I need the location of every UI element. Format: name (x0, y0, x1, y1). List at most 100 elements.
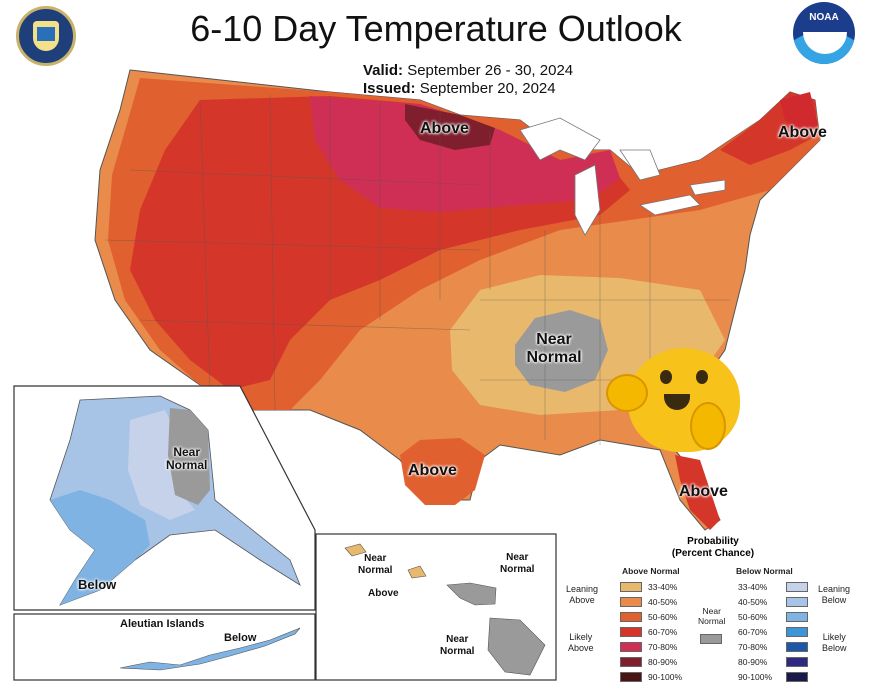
legend-leaning-above-1: Leaning (566, 584, 599, 594)
noaa-logo: NOAA (793, 2, 855, 64)
legend-above-bin-label: 80-90% (648, 657, 678, 667)
legend-title-line2: (Percent Chance) (671, 548, 755, 559)
legend-below-header: Below Normal (736, 566, 793, 576)
legend-above-bin-swatch (620, 582, 642, 592)
legend-above-bin-label: 60-70% (648, 627, 678, 637)
legend-leaning-below-2: Below (821, 594, 847, 605)
great-lakes (519, 117, 726, 236)
state-borders (104, 94, 730, 445)
zone-80-90 (405, 104, 495, 150)
legend-below-bin-swatch (786, 597, 808, 607)
label-alaska-below: Below (78, 577, 117, 592)
legend-title-line1: Probability (687, 536, 739, 547)
legend-above-bin-label: 33-40% (648, 582, 678, 592)
alaska-below-zone (50, 490, 150, 605)
legend-below-bin-swatch (786, 627, 808, 637)
hawaii-maui-molokai (446, 582, 497, 606)
legend-near-line2: Normal (698, 616, 726, 627)
label-above-florida: Above (679, 483, 728, 500)
legend-likely-above: Likely Above (568, 632, 594, 654)
aleutian-islands (119, 627, 301, 671)
label-hawaii-near-2-line2: Normal (500, 563, 535, 575)
legend-above-bin-label: 70-80% (648, 642, 678, 652)
legend-near-normal: Near Normal (698, 606, 725, 626)
legend-below-bin-label: 33-40% (738, 582, 768, 592)
legend-below-bin-label: 60-70% (738, 627, 768, 637)
legend: Probability (Percent Chance) Above Norma… (560, 536, 866, 682)
zone-texas-50-60 (400, 438, 485, 505)
legend-above-bin-swatch (620, 642, 642, 652)
label-hawaii-near-2-line1: Near (506, 552, 529, 563)
label-hawaii-near-3-line1: Near (446, 634, 469, 645)
hawaii-oahu (407, 565, 427, 579)
label-above-north: Above (420, 120, 469, 137)
label-near-normal-line2: Normal (526, 348, 582, 366)
legend-below-bin-label: 70-80% (738, 642, 768, 652)
zone-near-normal (515, 310, 608, 392)
commerce-seal-logo (16, 6, 76, 66)
issued-value: September 20, 2024 (419, 80, 556, 97)
label-above-texas: Above (408, 462, 457, 479)
valid-line: Valid: September 26 - 30, 2024 (363, 62, 573, 79)
legend-below-bin-label: 80-90% (738, 657, 768, 667)
alaska-near-zone (168, 408, 210, 505)
legend-below-bin-label: 40-50% (738, 597, 768, 607)
legend-likely-below-1: Likely (822, 632, 846, 642)
legend-below-bin-swatch (786, 642, 808, 652)
legend-below-bin-label: 50-60% (738, 612, 768, 622)
legend-below-bin-label: 90-100% (738, 672, 773, 682)
legend-near-line1: Near (702, 606, 721, 616)
legend-title: Probability (Percent Chance) (560, 536, 866, 560)
page-title: 6-10 Day Temperature Outlook (190, 8, 682, 49)
label-alaska-near-normal: Near Normal (166, 445, 208, 473)
hawaii-big-island (487, 617, 546, 676)
legend-below-bin-swatch (786, 672, 808, 682)
legend-likely-below-2: Below (822, 642, 847, 653)
label-near-normal: Near Normal (524, 331, 584, 366)
noaa-logo-text: NOAA (809, 12, 839, 23)
label-hawaii-near-1: Near Normal (358, 553, 392, 576)
legend-above-header: Above Normal (622, 566, 680, 576)
legend-above-bin-label: 40-50% (648, 597, 678, 607)
issued-line: Issued: September 20, 2024 (363, 80, 556, 97)
legend-below-bin-swatch (786, 657, 808, 667)
hawaii-niihau-kauai (344, 543, 367, 557)
valid-label: Valid: (363, 62, 404, 79)
legend-above-bin-swatch (620, 672, 642, 682)
legend-leaning-above: Leaning Above (566, 584, 598, 606)
hugging-face-emoji (606, 348, 740, 456)
label-hawaii-near-2: Near Normal (500, 552, 534, 575)
label-alaska-near-line2: Normal (166, 458, 208, 473)
label-hawaii-near-1-line1: Near (364, 553, 387, 564)
legend-above-bin-swatch (620, 597, 642, 607)
legend-likely-below: Likely Below (822, 632, 847, 654)
legend-likely-above-2: Above (568, 642, 594, 653)
legend-leaning-above-2: Above (569, 594, 595, 605)
legend-likely-above-1: Likely (569, 632, 593, 642)
valid-value: September 26 - 30, 2024 (407, 62, 574, 79)
zone-70-80 (310, 96, 620, 212)
label-alaska-near-line1: Near (173, 445, 201, 459)
legend-above-bin-swatch (620, 657, 642, 667)
label-hawaii-above: Above (368, 588, 399, 599)
issued-label: Issued: (363, 80, 416, 97)
zone-florida-60-70 (675, 455, 720, 530)
label-above-northeast: Above (778, 124, 827, 141)
legend-near-swatch (700, 634, 722, 644)
label-aleutian-title: Aleutian Islands (120, 618, 205, 630)
legend-leaning-below: Leaning Below (818, 584, 850, 606)
label-hawaii-near-3-line2: Normal (440, 645, 475, 657)
legend-above-bin-swatch (620, 627, 642, 637)
legend-above-bin-label: 50-60% (648, 612, 678, 622)
label-aleutian-below: Below (224, 632, 257, 644)
zone-ne-70-80 (780, 92, 818, 135)
legend-below-bin-swatch (786, 612, 808, 622)
legend-above-bin-swatch (620, 612, 642, 622)
legend-above-bin-label: 90-100% (648, 672, 683, 682)
label-near-normal-line1: Near (536, 331, 572, 348)
label-hawaii-near-3: Near Normal (440, 634, 474, 657)
label-hawaii-near-1-line2: Normal (358, 564, 393, 576)
legend-below-bin-swatch (786, 582, 808, 592)
legend-leaning-below-1: Leaning (818, 584, 851, 594)
